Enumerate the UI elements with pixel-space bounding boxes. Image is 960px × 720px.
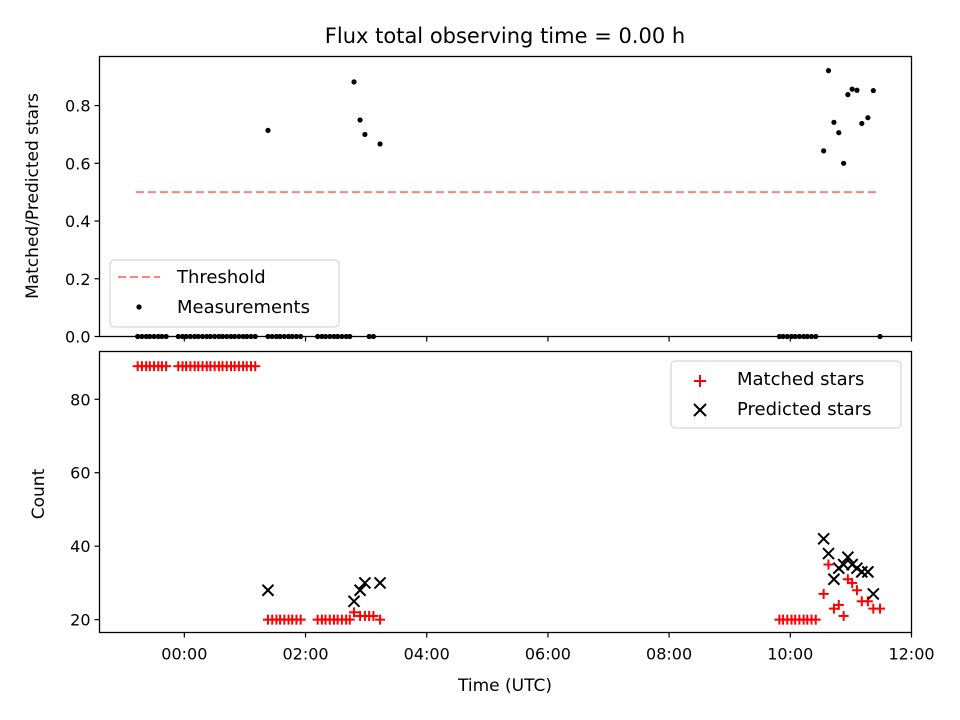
count-x-tick-label: 04:00 <box>404 645 450 664</box>
ratio-y-tick-label: 0.0 <box>65 328 90 347</box>
count-x-tick-label: 02:00 <box>282 645 328 664</box>
measurement-point <box>865 115 871 121</box>
predicted-star-marker <box>358 576 372 590</box>
measurement-point <box>821 148 827 154</box>
matched-legend-label: Matched stars <box>737 369 864 390</box>
matched-star-marker <box>833 599 844 610</box>
count-axes-ticks: 20 40 60 80 00:00 02:00 04:00 06:00 08:00 10:00 12… <box>70 390 934 663</box>
measurement-point <box>849 86 855 92</box>
matched-star-marker <box>368 610 379 621</box>
predicted-star-marker <box>861 565 875 579</box>
count-y-tick-label: 60 <box>70 464 90 483</box>
predicted-star-marker <box>867 587 880 601</box>
ratio-y-tick-label: 0.4 <box>65 212 90 231</box>
matched-star-marker <box>818 588 829 599</box>
measurement-point <box>854 87 860 93</box>
predicted-star-marker <box>347 595 361 608</box>
matched-star-marker <box>375 614 386 625</box>
x-axis-label: Time (UTC) <box>457 676 552 696</box>
count-marks <box>132 361 885 625</box>
predicted-star-marker <box>817 532 830 546</box>
matched-star-marker <box>810 614 821 625</box>
ratio-panel: Flux total observing time = 0.00 h Match… <box>23 24 913 347</box>
measurement-point <box>841 160 847 166</box>
ratio-y-tick-label: 0.6 <box>65 154 90 173</box>
count-x-tick-label: 00:00 <box>161 645 207 664</box>
measurement-point <box>836 130 842 136</box>
matched-star-marker <box>874 603 885 614</box>
measurements-legend-label: Measurements <box>177 297 310 318</box>
ratio-axes-ticks: 0.0 0.2 0.4 0.6 0.8 <box>65 97 913 347</box>
measurement-point <box>845 92 851 98</box>
ratio-y-tick-label: 0.8 <box>65 97 90 116</box>
matched-star-marker <box>862 596 873 607</box>
predicted-star-marker <box>373 576 387 590</box>
count-y-tick-label: 40 <box>70 537 90 556</box>
predicted-legend-label: Predicted stars <box>737 399 871 420</box>
ratio-y-axis-label: Matched/Predicted stars <box>23 93 43 299</box>
count-legend-box <box>670 360 902 429</box>
count-y-axis-label: Count <box>29 468 49 519</box>
ratio-legend: Threshold Measurements <box>109 259 340 328</box>
matched-star-marker <box>250 361 261 372</box>
count-y-tick-label: 80 <box>70 390 90 409</box>
measurement-point <box>357 117 363 123</box>
measurement-point <box>377 141 383 147</box>
predicted-star-marker <box>827 573 841 586</box>
ratio-y-tick-label: 0.2 <box>65 270 90 289</box>
count-x-tick-label: 06:00 <box>525 645 571 664</box>
matched-star-marker <box>295 614 306 625</box>
measurement-point <box>870 87 876 94</box>
count-y-tick-label: 20 <box>70 611 90 630</box>
matched-star-marker <box>851 585 862 596</box>
predicted-star-marker <box>841 550 855 564</box>
predicted-star-marker <box>822 547 835 560</box>
count-panel: Count Time (UTC) 20 40 60 80 00:00 02:00 04:00… <box>29 350 935 696</box>
count-x-tick-label: 10:00 <box>767 645 813 664</box>
predicted-star-marker <box>353 584 367 597</box>
matched-star-marker <box>349 607 360 618</box>
predicted-star-marker <box>261 584 275 597</box>
count-x-tick-label: 08:00 <box>646 645 692 664</box>
count-plot-frame <box>98 350 913 634</box>
matched-legend-swatch <box>694 375 706 387</box>
matched-star-marker <box>847 577 858 588</box>
ratio-legend-box <box>109 259 340 328</box>
matched-star-marker <box>838 610 849 621</box>
measurement-point <box>831 119 837 125</box>
matched-star-marker <box>161 361 172 372</box>
count-x-tick-label: 12:00 <box>888 645 934 664</box>
measurement-point <box>825 68 832 74</box>
measurement-point <box>859 120 865 127</box>
chart-title: Flux total observing time = 0.00 h <box>325 24 685 48</box>
measurements-legend-swatch <box>136 304 142 310</box>
measurement-point <box>362 131 368 138</box>
count-legend: Matched stars Predicted stars <box>670 360 902 429</box>
measurement-point <box>265 127 271 133</box>
ratio-plot-frame <box>98 55 913 338</box>
threshold-legend-label: Threshold <box>176 267 266 288</box>
matched-star-marker <box>344 614 355 625</box>
predicted-legend-swatch <box>693 403 707 417</box>
matched-star-marker <box>823 559 834 570</box>
measurement-point <box>351 79 357 85</box>
